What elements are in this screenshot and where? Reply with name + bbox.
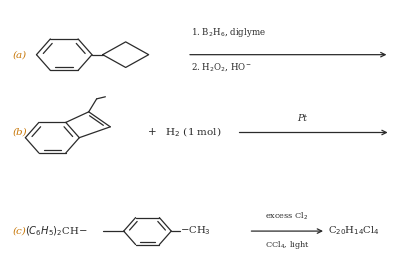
Text: $-$CH$_3$: $-$CH$_3$ bbox=[180, 225, 210, 237]
Text: excess Cl$_2$: excess Cl$_2$ bbox=[265, 210, 308, 222]
Text: (a): (a) bbox=[13, 50, 27, 59]
Text: CCl$_4$, light: CCl$_4$, light bbox=[264, 238, 309, 251]
Text: Pt: Pt bbox=[296, 114, 306, 123]
Text: (c): (c) bbox=[13, 227, 26, 236]
Text: 2. H$_2$O$_2$, HO$^{-}$: 2. H$_2$O$_2$, HO$^{-}$ bbox=[190, 61, 251, 73]
Text: $(C_6H_5)_2$CH$-$: $(C_6H_5)_2$CH$-$ bbox=[24, 224, 87, 238]
Text: 1. B$_2$H$_6$, diglyme: 1. B$_2$H$_6$, diglyme bbox=[190, 26, 265, 39]
Text: (b): (b) bbox=[13, 128, 27, 137]
Text: C$_{20}$H$_{14}$Cl$_4$: C$_{20}$H$_{14}$Cl$_4$ bbox=[327, 225, 379, 237]
Text: $+$   H$_2$ (1 mol): $+$ H$_2$ (1 mol) bbox=[147, 126, 222, 139]
